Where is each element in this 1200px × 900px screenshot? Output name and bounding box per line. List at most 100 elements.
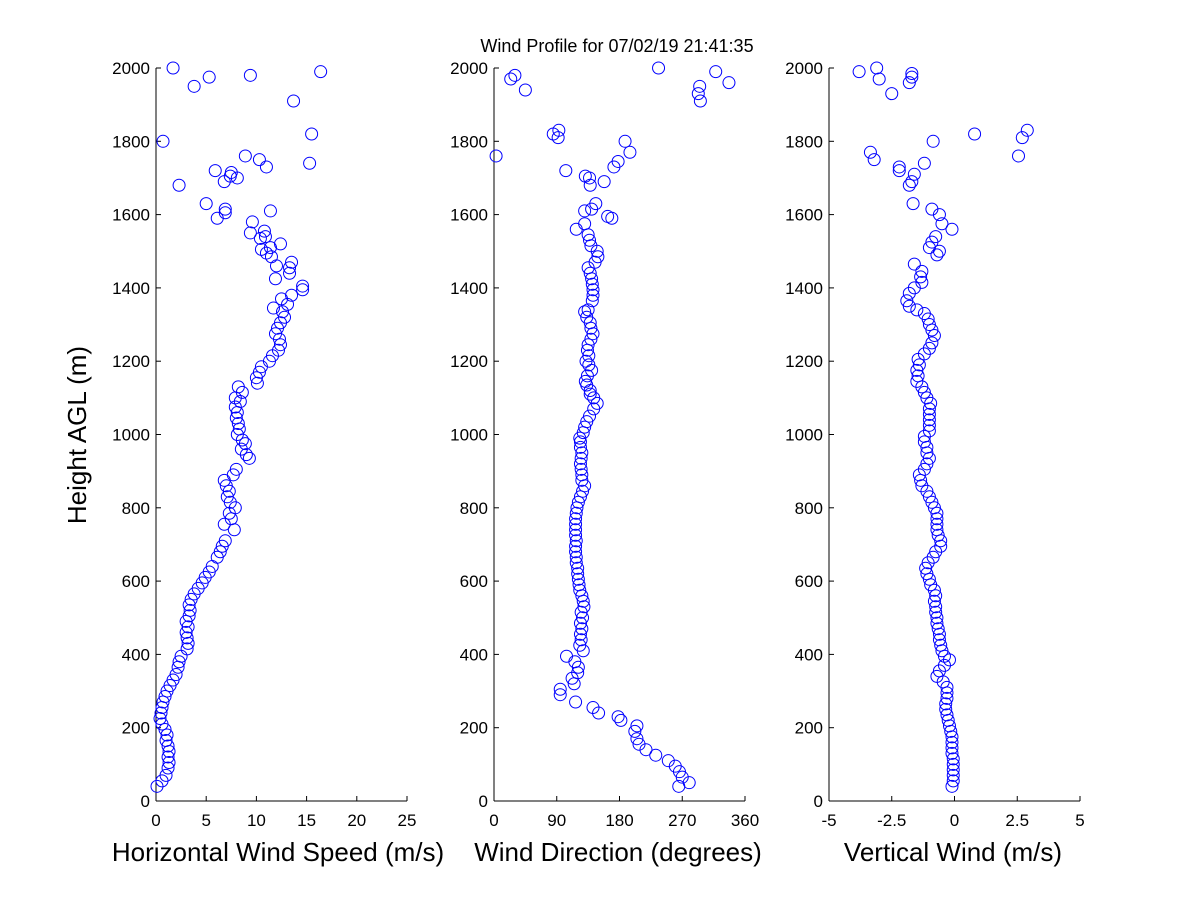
data-point xyxy=(932,633,946,647)
x-tick-label: 0 xyxy=(950,811,959,830)
data-point xyxy=(852,65,866,79)
y-tick-label: 1200 xyxy=(450,352,488,371)
data-point xyxy=(585,277,599,291)
data-point xyxy=(266,301,280,315)
data-point xyxy=(583,266,597,280)
data-point xyxy=(945,746,959,760)
y-tick-label: 1800 xyxy=(112,132,150,151)
data-point xyxy=(578,204,592,218)
y-tick-label: 200 xyxy=(795,719,823,738)
data-point xyxy=(574,633,588,647)
data-point xyxy=(905,66,919,80)
x-tick-label: 15 xyxy=(297,811,316,830)
data-point xyxy=(870,61,884,75)
data-point xyxy=(922,407,936,421)
data-point xyxy=(934,638,948,652)
data-point xyxy=(252,153,266,167)
data-point xyxy=(575,622,589,636)
data-point xyxy=(926,550,940,564)
data-point xyxy=(946,757,960,771)
x-tick-label: 180 xyxy=(605,811,633,830)
data-point xyxy=(709,65,723,79)
x-tick-label: 25 xyxy=(398,811,417,830)
y-tick-label: 600 xyxy=(460,572,488,591)
data-point xyxy=(867,153,881,167)
data-point xyxy=(202,70,216,84)
data-point xyxy=(181,620,195,634)
data-point xyxy=(238,149,252,163)
data-point xyxy=(569,545,583,559)
y-tick-label: 0 xyxy=(814,792,823,811)
data-point xyxy=(578,217,592,231)
data-point xyxy=(597,175,611,189)
data-point xyxy=(930,517,944,531)
data-point xyxy=(614,713,628,727)
data-point xyxy=(153,712,167,726)
data-point xyxy=(285,255,299,269)
data-point xyxy=(910,374,924,388)
y-tick-label: 1800 xyxy=(785,132,823,151)
data-point xyxy=(161,750,175,764)
data-point xyxy=(250,376,264,390)
data-point xyxy=(158,690,172,704)
data-point xyxy=(945,735,959,749)
data-point xyxy=(210,211,224,225)
data-point xyxy=(930,248,944,262)
data-point xyxy=(930,669,944,683)
data-point xyxy=(242,451,256,465)
data-point xyxy=(584,332,598,346)
data-point xyxy=(722,76,736,90)
data-point xyxy=(182,609,196,623)
data-point xyxy=(569,539,583,553)
data-point xyxy=(571,495,585,509)
data-point xyxy=(628,724,642,738)
y-tick-label: 2000 xyxy=(112,59,150,78)
data-point xyxy=(574,451,588,465)
data-point xyxy=(569,534,583,548)
data-point xyxy=(238,437,252,451)
data-point xyxy=(575,473,589,487)
data-point xyxy=(587,391,601,405)
data-point xyxy=(572,578,586,592)
y-tick-label: 200 xyxy=(460,719,488,738)
chart-title: Wind Profile for 07/02/19 21:41:35 xyxy=(480,36,753,56)
y-tick-label: 400 xyxy=(460,645,488,664)
data-point xyxy=(569,528,583,542)
data-point xyxy=(580,310,594,324)
data-point xyxy=(911,369,925,383)
data-point xyxy=(159,734,173,748)
data-point xyxy=(920,457,934,471)
data-point xyxy=(573,490,587,504)
data-point xyxy=(183,603,197,617)
data-point xyxy=(231,417,245,431)
x-tick-label: 360 xyxy=(731,811,759,830)
data-point xyxy=(872,72,886,86)
data-point xyxy=(927,594,941,608)
data-point xyxy=(922,318,936,332)
data-point xyxy=(161,761,175,775)
y-tick-label: 0 xyxy=(479,792,488,811)
data-point xyxy=(1015,131,1029,145)
data-point xyxy=(584,321,598,335)
y-tick-label: 1800 xyxy=(450,132,488,151)
data-point xyxy=(259,160,273,174)
y-tick-label: 1600 xyxy=(785,206,823,225)
data-point xyxy=(257,224,271,238)
x-axis-label-speed: Horizontal Wind Speed (m/s) xyxy=(112,837,444,867)
x-tick-label: 5 xyxy=(1075,811,1084,830)
data-point xyxy=(573,616,587,630)
data-point xyxy=(269,259,283,273)
data-point xyxy=(927,501,941,515)
data-point xyxy=(303,156,317,170)
data-point xyxy=(575,468,589,482)
y-tick-label: 800 xyxy=(122,499,150,518)
data-point xyxy=(940,708,954,722)
y-tick-label: 1000 xyxy=(785,426,823,445)
data-point xyxy=(578,305,592,319)
data-point xyxy=(945,222,959,236)
data-point xyxy=(905,175,919,189)
data-point xyxy=(569,523,583,537)
x-tick-label: 270 xyxy=(668,811,696,830)
y-tick-label: 1200 xyxy=(112,352,150,371)
data-point xyxy=(571,572,585,586)
